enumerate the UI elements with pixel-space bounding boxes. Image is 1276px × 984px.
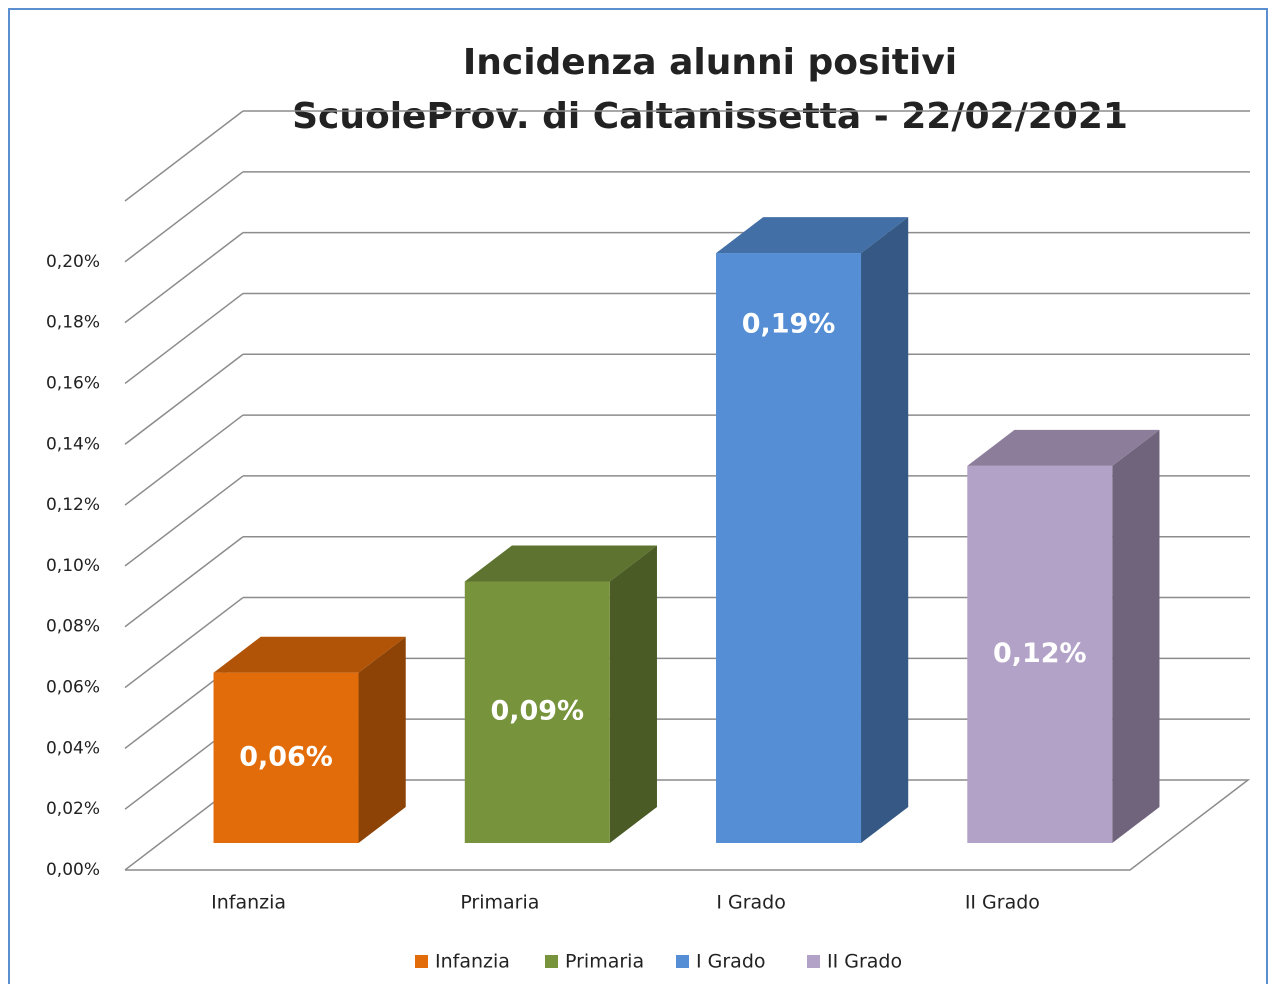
bar-side xyxy=(609,545,657,843)
bar-top xyxy=(967,429,1160,466)
y-tick-label: 0,04% xyxy=(46,738,100,758)
grid-line xyxy=(124,353,244,445)
x-tick-label: Primaria xyxy=(460,892,539,914)
y-tick-label: 0,14% xyxy=(46,434,100,454)
legend-label: Primaria xyxy=(565,951,644,973)
legend-label: Infanzia xyxy=(435,951,510,973)
chart-subtitle: ScuoleProv. di Caltanissetta - 22/02/202… xyxy=(292,96,1128,137)
data-label: 0,06% xyxy=(239,741,333,772)
legend-swatch xyxy=(415,955,428,968)
bar-top xyxy=(716,217,909,254)
y-tick-label: 0,10% xyxy=(46,556,100,576)
y-tick-label: 0,02% xyxy=(46,799,100,819)
bar xyxy=(716,253,862,844)
bar xyxy=(464,581,610,843)
floor xyxy=(124,779,1251,871)
x-tick-label: I Grado xyxy=(716,892,786,914)
y-tick-label: 0,18% xyxy=(46,313,100,333)
grid-line xyxy=(124,232,244,324)
y-tick-label: 0,16% xyxy=(46,373,100,393)
chart-title: Incidenza alunni positivi xyxy=(463,42,957,83)
data-label: 0,12% xyxy=(993,638,1087,669)
grid-line xyxy=(124,536,244,628)
legend-swatch xyxy=(676,955,689,968)
grid-line xyxy=(124,596,244,689)
y-tick-label: 0,20% xyxy=(46,252,100,272)
grid-line xyxy=(124,414,244,506)
bar-top xyxy=(213,636,406,673)
y-tick-label: 0,06% xyxy=(46,678,100,698)
y-tick-label: 0,00% xyxy=(46,860,100,880)
legend-label: II Grado xyxy=(827,951,902,973)
bar-side xyxy=(861,217,909,844)
legend-label: I Grado xyxy=(696,951,766,973)
data-label: 0,09% xyxy=(490,696,584,727)
bar-side xyxy=(1112,429,1160,843)
data-label: 0,19% xyxy=(742,309,836,340)
y-tick-label: 0,12% xyxy=(46,495,100,515)
legend-swatch xyxy=(545,955,558,968)
x-tick-label: Infanzia xyxy=(211,892,286,914)
y-tick-label: 0,08% xyxy=(46,617,100,637)
x-tick-label: II Grado xyxy=(965,892,1040,914)
grid-line xyxy=(124,171,244,263)
bar-top xyxy=(464,545,657,582)
bar xyxy=(213,672,359,843)
grid-line xyxy=(124,110,244,202)
bar-side xyxy=(358,636,406,843)
legend-swatch xyxy=(807,955,820,968)
grid-line xyxy=(124,292,244,385)
bar xyxy=(967,465,1113,843)
grid-line xyxy=(124,475,244,567)
